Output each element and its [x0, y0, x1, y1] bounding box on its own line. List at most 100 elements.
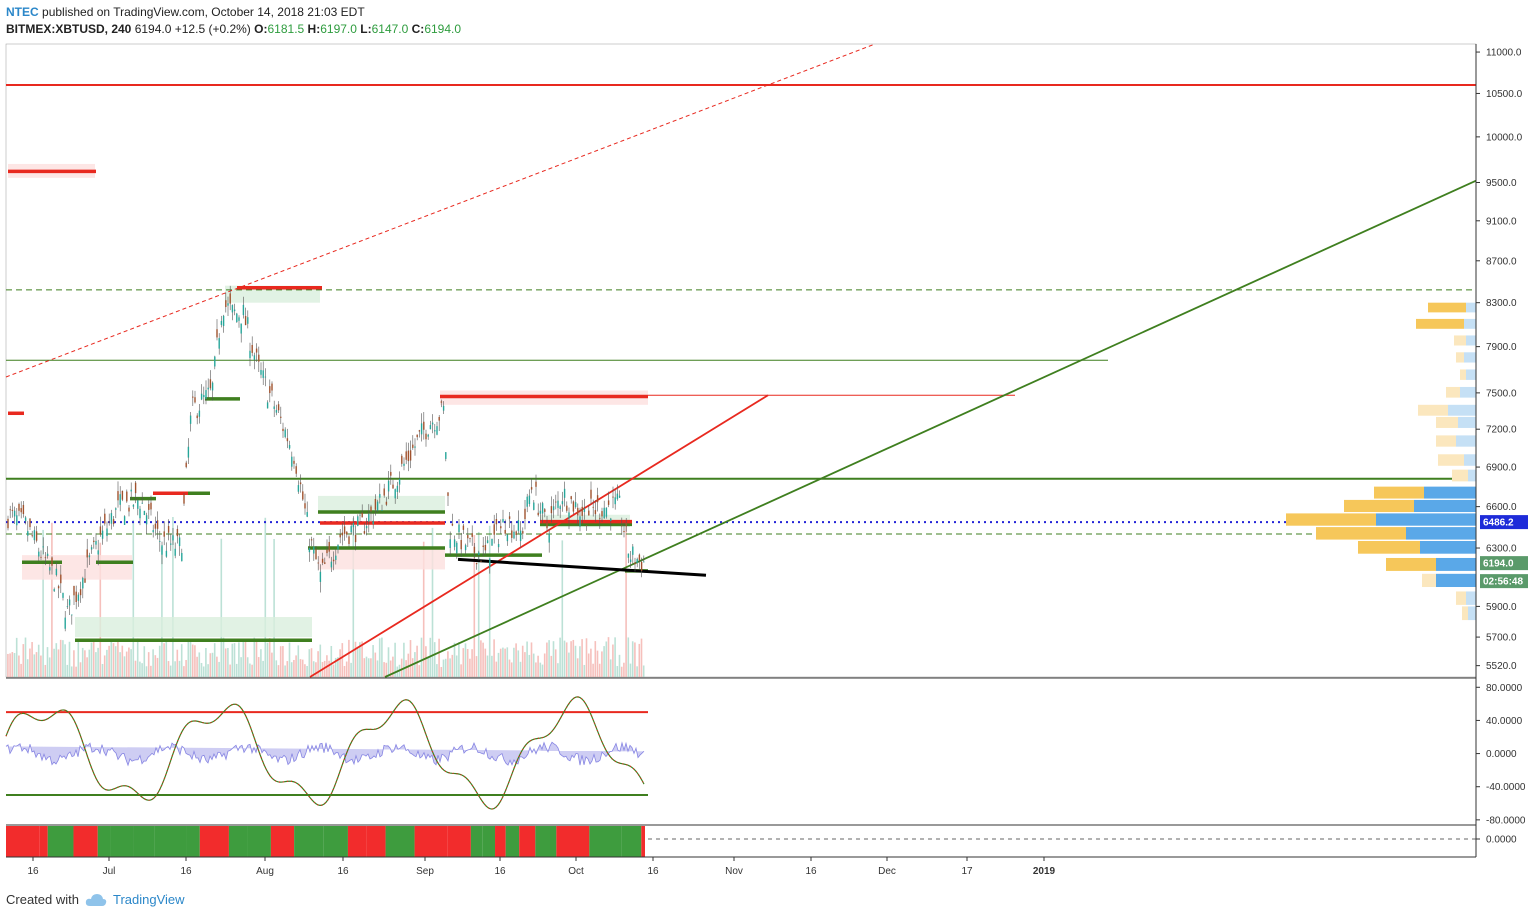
candle-body	[216, 329, 218, 338]
volume-bar	[350, 662, 352, 677]
volume-bar	[374, 652, 377, 677]
tradingview-link[interactable]: TradingView	[112, 892, 185, 907]
author-link[interactable]: NTEC	[6, 5, 39, 19]
volume-bar	[372, 645, 374, 677]
volume-bar	[361, 641, 363, 677]
candle-body	[75, 591, 77, 603]
y-tick-label: 9500.0	[1486, 178, 1517, 189]
candle-body	[581, 506, 583, 516]
volume-bar	[13, 653, 16, 677]
candle-body	[376, 501, 379, 511]
volume-bar	[156, 657, 159, 677]
candle-body	[484, 544, 487, 551]
candle-body	[42, 546, 44, 548]
y-tick-label: 7500.0	[1486, 388, 1517, 399]
candle-body	[497, 543, 500, 548]
profile-bar-up	[1436, 557, 1476, 571]
y-tick-label: 7900.0	[1486, 342, 1517, 353]
candle-body	[623, 530, 625, 533]
candle-body	[31, 535, 33, 537]
candle-body	[603, 507, 605, 519]
candle-body	[266, 402, 269, 409]
y-tick-label: 5520.0	[1486, 661, 1517, 672]
candle-body	[612, 496, 614, 498]
candle-body	[555, 501, 557, 503]
profile-bar-down	[1456, 352, 1464, 363]
candle-body	[156, 520, 159, 529]
volume-bar	[198, 652, 201, 677]
candle-body	[253, 355, 256, 360]
volume-bar	[55, 643, 58, 677]
strip-segment	[621, 826, 642, 857]
candle-body	[515, 531, 517, 536]
volume-bar	[603, 646, 605, 677]
candle-body	[368, 513, 370, 522]
profile-bar-up	[1376, 513, 1476, 526]
candle-body	[255, 348, 258, 353]
candle-body	[530, 487, 533, 490]
candle-body	[264, 376, 267, 378]
x-tick-label: 16	[337, 866, 349, 877]
candle-body	[225, 300, 227, 308]
candle-body	[596, 495, 599, 503]
volume-bar	[106, 649, 108, 677]
candle-body	[462, 525, 465, 530]
candle-body	[579, 516, 581, 527]
candle-body	[583, 508, 586, 512]
volume-bar	[57, 649, 60, 677]
x-tick-label: Nov	[725, 866, 743, 877]
momentum-strip-pane	[6, 826, 1476, 857]
candle-body	[90, 547, 93, 550]
volume-bar	[376, 660, 379, 677]
candle-body	[209, 379, 212, 389]
volume-bar	[189, 640, 192, 677]
volume-bar	[312, 661, 315, 677]
profile-bar-down	[1416, 318, 1464, 329]
candle-body	[152, 530, 154, 533]
zone-box	[22, 555, 132, 580]
volume-bar	[319, 644, 322, 677]
candle-body	[348, 536, 350, 544]
candle-body	[183, 494, 185, 504]
candle-body	[486, 540, 489, 544]
price-badge	[1480, 556, 1528, 571]
profile-bar-up	[1456, 435, 1476, 447]
volume-bar	[502, 647, 504, 677]
candle-body	[11, 509, 14, 511]
chart-header: NTEC published on TradingView.com, Octob…	[6, 4, 461, 38]
candle-body	[346, 531, 348, 535]
profile-bar-up	[1460, 386, 1476, 398]
y-tick-label: 6600.0	[1486, 502, 1517, 513]
volume-bar	[636, 666, 638, 677]
volume-bar	[249, 663, 251, 677]
volume-bar	[407, 653, 410, 677]
profile-bar-up	[1458, 416, 1476, 428]
strip-segment	[247, 826, 271, 857]
volume-bar	[359, 642, 361, 677]
volume-bar	[440, 666, 443, 677]
candle-body	[425, 433, 427, 440]
candle-body	[335, 555, 337, 560]
candle-body	[317, 562, 319, 564]
volume-bar	[535, 662, 537, 677]
volume-bar	[561, 540, 564, 677]
volume-bar	[213, 643, 216, 677]
strip-segment	[347, 826, 367, 857]
candle-body	[636, 558, 638, 563]
candle-body	[447, 492, 449, 496]
volume-bar	[433, 642, 436, 677]
volume-bar	[187, 639, 190, 677]
volume-bar	[242, 638, 245, 677]
candle-body	[526, 496, 528, 507]
candle-body	[117, 491, 119, 501]
volume-bar	[141, 663, 143, 677]
candle-body	[139, 508, 141, 519]
profile-bar-down	[1446, 386, 1460, 398]
volume-bar	[568, 652, 570, 677]
symbol-label[interactable]: BITMEX:XBTUSD, 240	[6, 22, 132, 36]
profile-bar-up	[1424, 486, 1476, 499]
volume-bar	[174, 661, 176, 677]
candle-body	[200, 393, 203, 400]
volume-bar	[315, 662, 317, 677]
